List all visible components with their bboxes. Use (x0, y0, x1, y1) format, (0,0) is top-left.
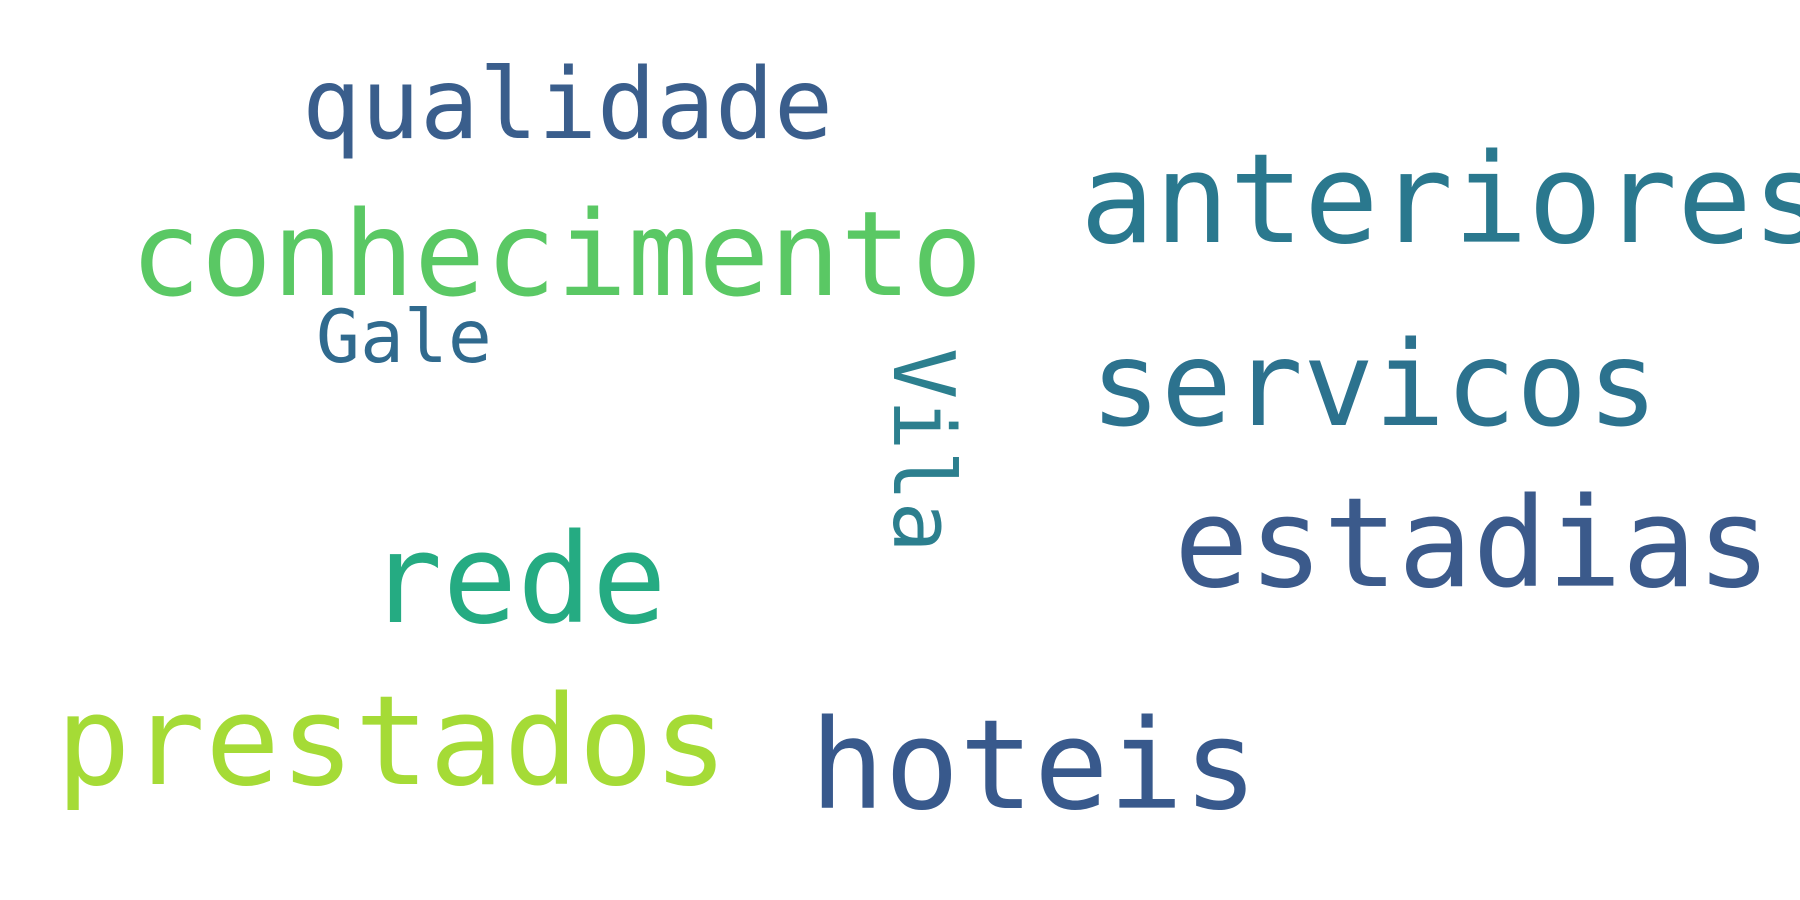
word-servicos: servicos (1090, 315, 1658, 453)
word-rede: rede (368, 508, 667, 652)
word-gale: Gale (316, 295, 492, 380)
word-hoteis: hoteis (810, 694, 1258, 838)
word-vila: Vila (873, 348, 972, 553)
word-estadias: estadias (1174, 472, 1771, 616)
word-anteriores: anteriores (1080, 128, 1800, 272)
word-conhecimento: conhecimento (130, 185, 983, 323)
word-prestados: prestados (56, 670, 728, 814)
word-qualidade: qualidade (302, 48, 833, 162)
